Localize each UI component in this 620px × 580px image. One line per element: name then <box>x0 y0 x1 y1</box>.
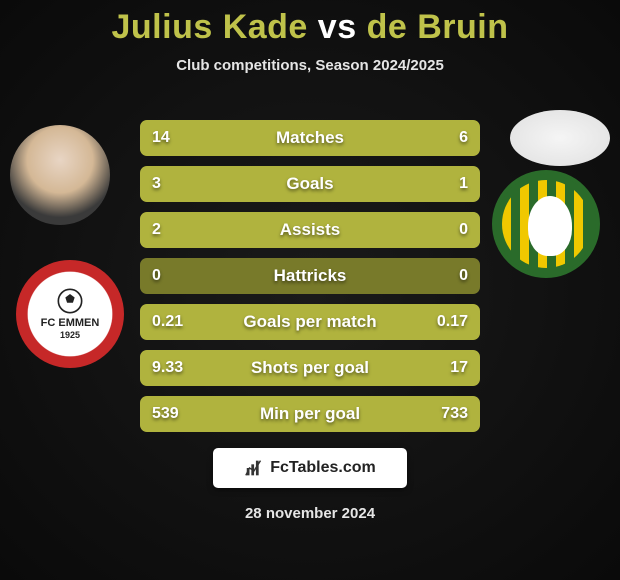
stat-value-right: 0 <box>459 221 468 239</box>
stat-value-right: 17 <box>450 359 468 377</box>
stat-value-left: 2 <box>152 221 161 239</box>
stat-row: 2 Assists 0 <box>140 212 480 248</box>
stat-value-right: 0 <box>459 267 468 285</box>
stat-value-left: 0.21 <box>152 313 183 331</box>
stat-label: Min per goal <box>260 404 360 424</box>
stat-row: 539 Min per goal 733 <box>140 396 480 432</box>
stat-value-right: 1 <box>459 175 468 193</box>
stat-value-left: 3 <box>152 175 161 193</box>
stat-row: 3 Goals 1 <box>140 166 480 202</box>
comparison-card: Julius Kade vs de Bruin Club competition… <box>0 0 620 580</box>
stat-row: 0 Hattricks 0 <box>140 258 480 294</box>
stat-value-left: 539 <box>152 405 179 423</box>
stat-label: Goals per match <box>243 312 376 332</box>
player2-avatar <box>510 110 610 166</box>
player1-avatar <box>10 125 110 225</box>
club-left-year: 1925 <box>60 330 80 340</box>
stat-label: Matches <box>276 128 344 148</box>
page-title: Julius Kade vs de Bruin <box>0 0 620 47</box>
stat-label: Assists <box>280 220 340 240</box>
player2-name: de Bruin <box>367 8 509 46</box>
soccer-ball-icon <box>56 287 84 315</box>
club-left-label: FC EMMEN 1925 <box>40 287 100 341</box>
stat-value-left: 9.33 <box>152 359 183 377</box>
vs-label: vs <box>318 8 357 46</box>
club-left-text: FC EMMEN <box>41 317 100 329</box>
stat-value-left: 0 <box>152 267 161 285</box>
stat-value-left: 14 <box>152 129 170 147</box>
player1-name: Julius Kade <box>112 8 308 46</box>
stat-row: 0.21 Goals per match 0.17 <box>140 304 480 340</box>
stat-value-right: 6 <box>459 129 468 147</box>
stat-value-right: 733 <box>441 405 468 423</box>
stat-label: Hattricks <box>274 266 347 286</box>
date-label: 28 november 2024 <box>245 505 375 522</box>
subtitle: Club competitions, Season 2024/2025 <box>0 57 620 74</box>
chart-icon <box>244 457 266 479</box>
brand-pill: FcTables.com <box>213 448 407 488</box>
stat-label: Goals <box>286 174 333 194</box>
stat-fill-left <box>140 166 395 202</box>
stat-value-right: 0.17 <box>437 313 468 331</box>
stat-row: 14 Matches 6 <box>140 120 480 156</box>
brand-text: FcTables.com <box>270 459 376 477</box>
stat-label: Shots per goal <box>251 358 369 378</box>
club-logo-left: FC EMMEN 1925 <box>16 260 124 368</box>
stat-bars: 14 Matches 6 3 Goals 1 2 Assists 0 0 Hattricks 0 0.2… <box>140 120 480 442</box>
club-logo-right <box>492 170 600 278</box>
stat-row: 9.33 Shots per goal 17 <box>140 350 480 386</box>
stork-icon <box>528 196 572 256</box>
